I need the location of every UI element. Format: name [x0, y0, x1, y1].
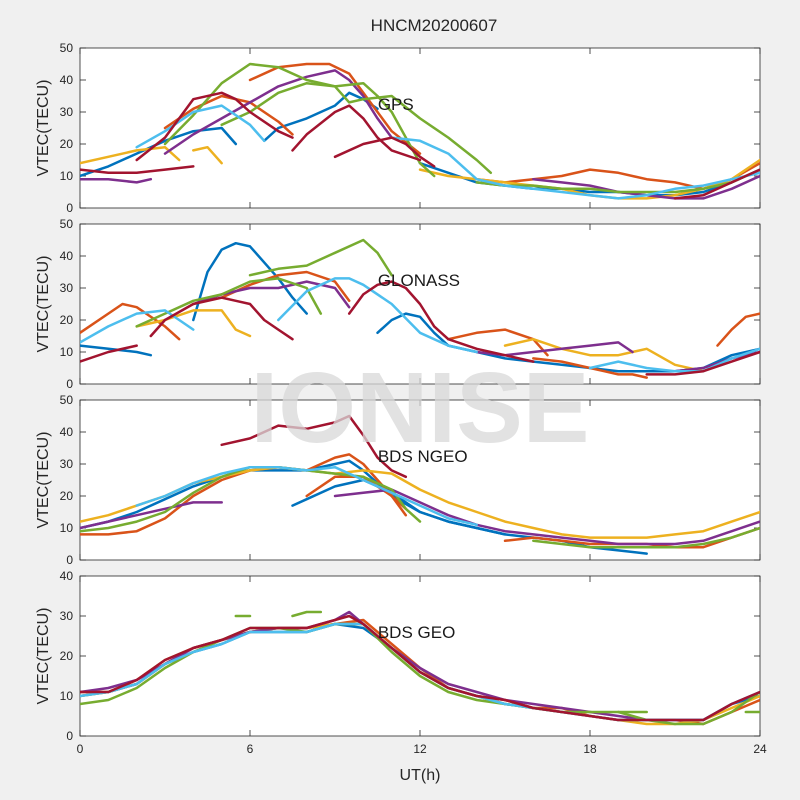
- y-tick-label: 40: [60, 73, 74, 87]
- y-axis-label: VTEC(TECU): [35, 80, 52, 177]
- y-tick-label: 0: [66, 553, 73, 567]
- series-line-20: [291, 104, 422, 162]
- y-tick-label: 30: [60, 281, 74, 295]
- subplot-2: 0 10 20 30 40 50 VTEC(TECU) GLONASS: [35, 217, 761, 391]
- plot-area: [79, 399, 761, 561]
- series-line-8: [192, 145, 223, 165]
- y-tick-label: 0: [66, 201, 73, 215]
- panel-label: GLONASS: [378, 271, 460, 290]
- series-line-21: [149, 296, 294, 341]
- subplot-3: 0 10 20 30 40 50 VTEC(TECU) BDS NGEO: [35, 393, 761, 567]
- y-tick-label: 0: [66, 377, 73, 391]
- series-line-18: [277, 277, 478, 354]
- subplot-1: 0 10 20 30 40 50 VTEC(TECU) GPS: [35, 41, 761, 215]
- y-tick-label: 30: [60, 609, 74, 623]
- series-group: [80, 238, 760, 379]
- y-axis-label: VTEC(TECU): [35, 432, 52, 529]
- y-tick-label: 20: [60, 649, 74, 663]
- series-line-9: [716, 312, 760, 347]
- y-tick-label: 50: [60, 217, 74, 231]
- watermark-text: IONISE: [251, 352, 590, 464]
- series-line-15: [475, 168, 760, 194]
- x-tick-label: 6: [247, 742, 254, 756]
- y-tick-label: 10: [60, 689, 74, 703]
- series-line-14: [220, 81, 493, 175]
- y-tick-label: 20: [60, 137, 74, 151]
- plot-area: [79, 47, 761, 209]
- subplots: 0 10 20 30 40 50 VTEC(TECU) GPS 0 10 20 30 40 50 VTEC(…: [35, 41, 767, 756]
- series-group: [80, 414, 760, 555]
- series-line-11: [163, 69, 393, 155]
- series-line-10: [80, 177, 153, 184]
- subplot-4: 0 6 12 18 24 0 10 20 30 40 VTEC(TECU) BDS GEO: [35, 569, 767, 756]
- series-line-1: [80, 344, 153, 357]
- series-line-15: [248, 238, 393, 277]
- series-line-5: [80, 302, 181, 341]
- series-line-20: [80, 344, 138, 363]
- series-line-10: [135, 309, 252, 338]
- series-line-13: [305, 414, 408, 479]
- y-tick-label: 50: [60, 41, 74, 55]
- y-tick-label: 40: [60, 425, 74, 439]
- series-line-22: [673, 168, 760, 200]
- figure-title: HNCM20200607: [371, 16, 498, 35]
- plot-area: [79, 575, 761, 737]
- panel-label: GPS: [378, 95, 414, 114]
- y-tick-label: 10: [60, 521, 74, 535]
- series-line-21: [333, 136, 436, 168]
- y-tick-label: 40: [60, 569, 74, 583]
- y-tick-label: 20: [60, 489, 74, 503]
- series-line-2: [192, 241, 308, 322]
- series-line-22: [347, 280, 535, 363]
- series-line-7: [447, 328, 549, 357]
- series-line-12: [220, 424, 308, 447]
- series-line-11: [80, 614, 760, 722]
- y-tick-label: 30: [60, 457, 74, 471]
- series-group: [80, 62, 760, 200]
- series-line-8: [532, 357, 648, 379]
- panel-label: BDS GEO: [378, 623, 455, 642]
- series-line-16: [135, 104, 266, 149]
- y-tick-label: 0: [66, 729, 73, 743]
- series-line-10: [532, 526, 760, 549]
- series-line-11: [503, 337, 705, 373]
- y-axis-label: VTEC(TECU): [35, 608, 52, 705]
- x-tick-label: 12: [413, 742, 427, 756]
- y-tick-label: 30: [60, 105, 74, 119]
- x-tick-label: 18: [583, 742, 597, 756]
- series-line-19: [588, 347, 760, 373]
- series-line-17: [390, 136, 760, 200]
- series-line-3: [376, 312, 450, 347]
- series-line-8: [291, 610, 323, 618]
- series-line-19: [135, 91, 294, 162]
- y-tick-label: 10: [60, 169, 74, 183]
- series-line-6: [220, 270, 351, 303]
- y-tick-label: 10: [60, 345, 74, 359]
- series-line-23: [645, 350, 760, 376]
- x-axis-label: UT(h): [400, 767, 441, 784]
- series-line-11: [135, 465, 478, 527]
- y-axis-label: VTEC(TECU): [35, 256, 52, 353]
- series-line-7: [80, 501, 223, 530]
- series-group: [80, 610, 760, 726]
- series-line-16: [135, 277, 323, 328]
- panel-label: BDS NGEO: [378, 447, 468, 466]
- series-line-14: [673, 350, 760, 373]
- series-line-5: [248, 62, 422, 155]
- series-line-8: [333, 488, 760, 546]
- series-line-13: [163, 62, 436, 178]
- y-tick-label: 50: [60, 393, 74, 407]
- series-line-18: [80, 165, 195, 175]
- y-tick-label: 20: [60, 313, 74, 327]
- y-tick-label: 40: [60, 249, 74, 263]
- x-tick-label: 0: [77, 742, 84, 756]
- series-line-1: [80, 126, 238, 178]
- series-line-17: [80, 309, 195, 344]
- x-tick-label: 24: [753, 742, 767, 756]
